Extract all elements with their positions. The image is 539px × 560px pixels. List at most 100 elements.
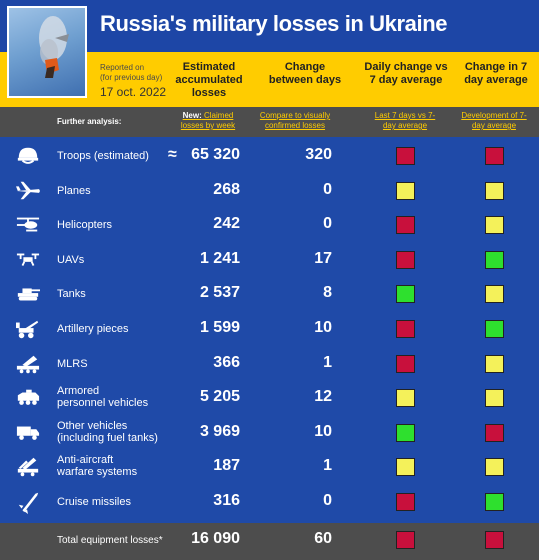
daily-change-indicator — [396, 216, 415, 235]
total-change: 60 — [314, 530, 332, 547]
table-row: Planes 268 0 — [0, 174, 539, 208]
total-average-indicator — [485, 531, 504, 549]
column-header-bar — [0, 52, 539, 107]
row-label: Armored personnel vehicles — [57, 385, 149, 410]
row-total: 1 599 — [199, 319, 240, 336]
row-total: 242 — [213, 215, 240, 233]
average-change-indicator — [485, 250, 504, 269]
row-label: Planes — [57, 184, 91, 197]
artillery-icon — [14, 317, 42, 341]
daily-change-indicator — [396, 389, 415, 408]
analysis-bar — [0, 107, 539, 137]
table-row: MLRS 366 1 — [0, 347, 539, 381]
average-change-indicator — [485, 389, 504, 408]
row-total: 2 537 — [199, 284, 240, 302]
claimed-losses-by-week-link[interactable]: New: Claimed losses by week — [180, 111, 236, 130]
row-total: 268 — [213, 180, 240, 198]
helicopter-icon — [14, 213, 42, 237]
row-label: MLRS — [57, 357, 88, 370]
average-change-indicator — [485, 320, 504, 338]
average-change-indicator — [485, 458, 504, 477]
table-row: Other vehicles (including fuel tanks) 3 96… — [0, 416, 539, 450]
row-change: 8 — [323, 284, 332, 302]
table-row: Artillery pieces 1 599 10 — [0, 312, 539, 346]
average-change-indicator — [485, 423, 504, 442]
row-label: Other vehicles (including fuel tanks) — [57, 419, 158, 444]
row-change: 0 — [323, 492, 332, 509]
drone-icon — [14, 248, 42, 272]
missile-icon — [14, 490, 42, 514]
average-change-indicator — [485, 354, 504, 373]
row-label: Cruise missiles — [57, 496, 131, 508]
compare-confirmed-losses-link[interactable]: Compare to visually confirmed losses — [259, 111, 331, 130]
header-change-between-days: Change between days — [268, 61, 342, 86]
row-change: 10 — [314, 422, 332, 440]
apc-icon — [14, 386, 42, 410]
row-total: 316 — [213, 492, 240, 509]
title-bar — [0, 0, 539, 52]
header-seven-day-average: Change in 7 day average — [464, 61, 528, 86]
new-badge: New: — [182, 111, 202, 120]
header-estimated-losses: Estimated accumulated losses — [175, 61, 243, 99]
tank-icon — [14, 282, 42, 306]
total-label: Total equipment losses* — [57, 535, 163, 546]
rocket-launcher-icon — [14, 352, 42, 376]
row-label: Helicopters — [57, 219, 113, 232]
row-change: 17 — [314, 249, 332, 267]
row-label: Artillery pieces — [57, 323, 129, 335]
development-seven-day-average-link[interactable]: Development of 7-day average — [461, 111, 527, 130]
approximate-sign: ≈ — [168, 146, 177, 163]
total-row: Total equipment losses* 16 090 60 — [0, 523, 539, 560]
row-label: Troops (estimated) — [57, 150, 149, 162]
last-seven-days-link[interactable]: Last 7 days vs 7-day average — [374, 111, 436, 130]
row-total: 5 205 — [199, 388, 240, 406]
table-row: Anti-aircraft warfare systems 187 1 — [0, 450, 539, 484]
average-change-indicator — [485, 216, 504, 235]
table-row: Armored personnel vehicles 5 205 12 — [0, 381, 539, 415]
report-date: 17 oct. 2022 — [100, 85, 167, 99]
table-row: Helicopters 242 0 — [0, 208, 539, 242]
average-change-indicator — [485, 285, 504, 304]
average-change-indicator — [485, 493, 504, 511]
row-change: 1 — [323, 457, 332, 475]
daily-change-indicator — [396, 285, 415, 304]
row-change: 0 — [323, 215, 332, 233]
table-row: UAVs 1 241 17 — [0, 243, 539, 277]
row-total: 187 — [213, 457, 240, 475]
row-total: 366 — [213, 353, 240, 371]
daily-change-indicator — [396, 354, 415, 373]
truck-icon — [14, 421, 42, 445]
page-title: Russia's military losses in Ukraine — [100, 11, 448, 36]
row-change: 10 — [314, 319, 332, 336]
row-change: 1 — [323, 353, 332, 371]
table-row: Troops (estimated) ≈65 320 320 — [0, 139, 539, 173]
table-row: Tanks 2 537 8 — [0, 277, 539, 311]
daily-change-indicator — [396, 458, 415, 477]
row-label: Tanks — [57, 288, 86, 301]
row-label: UAVs — [57, 253, 85, 266]
daily-change-indicator — [396, 250, 415, 269]
row-total: 3 969 — [199, 422, 240, 440]
further-analysis-label: Further analysis: — [57, 117, 122, 126]
average-change-indicator — [485, 181, 504, 200]
row-label: Anti-aircraft warfare systems — [57, 454, 138, 479]
daily-change-indicator — [396, 423, 415, 442]
daily-change-indicator — [396, 493, 415, 511]
row-total: 65 320 — [191, 146, 240, 163]
header-photo — [7, 6, 87, 98]
daily-change-indicator — [396, 147, 415, 165]
daily-change-indicator — [396, 181, 415, 200]
header-daily-change: Daily change vs 7 day average — [364, 61, 448, 86]
row-change: 0 — [323, 180, 332, 198]
anti-aircraft-icon — [14, 455, 42, 479]
total-value: 16 090 — [191, 530, 240, 547]
daily-change-indicator — [396, 320, 415, 338]
average-change-indicator — [485, 147, 504, 165]
plane-icon — [14, 179, 42, 203]
row-total: 1 241 — [199, 249, 240, 267]
row-change: 12 — [314, 388, 332, 406]
reported-note: Reported on (for previous day) — [100, 63, 162, 83]
row-change: 320 — [305, 146, 332, 163]
reported-for-label: (for previous day) — [100, 73, 163, 82]
